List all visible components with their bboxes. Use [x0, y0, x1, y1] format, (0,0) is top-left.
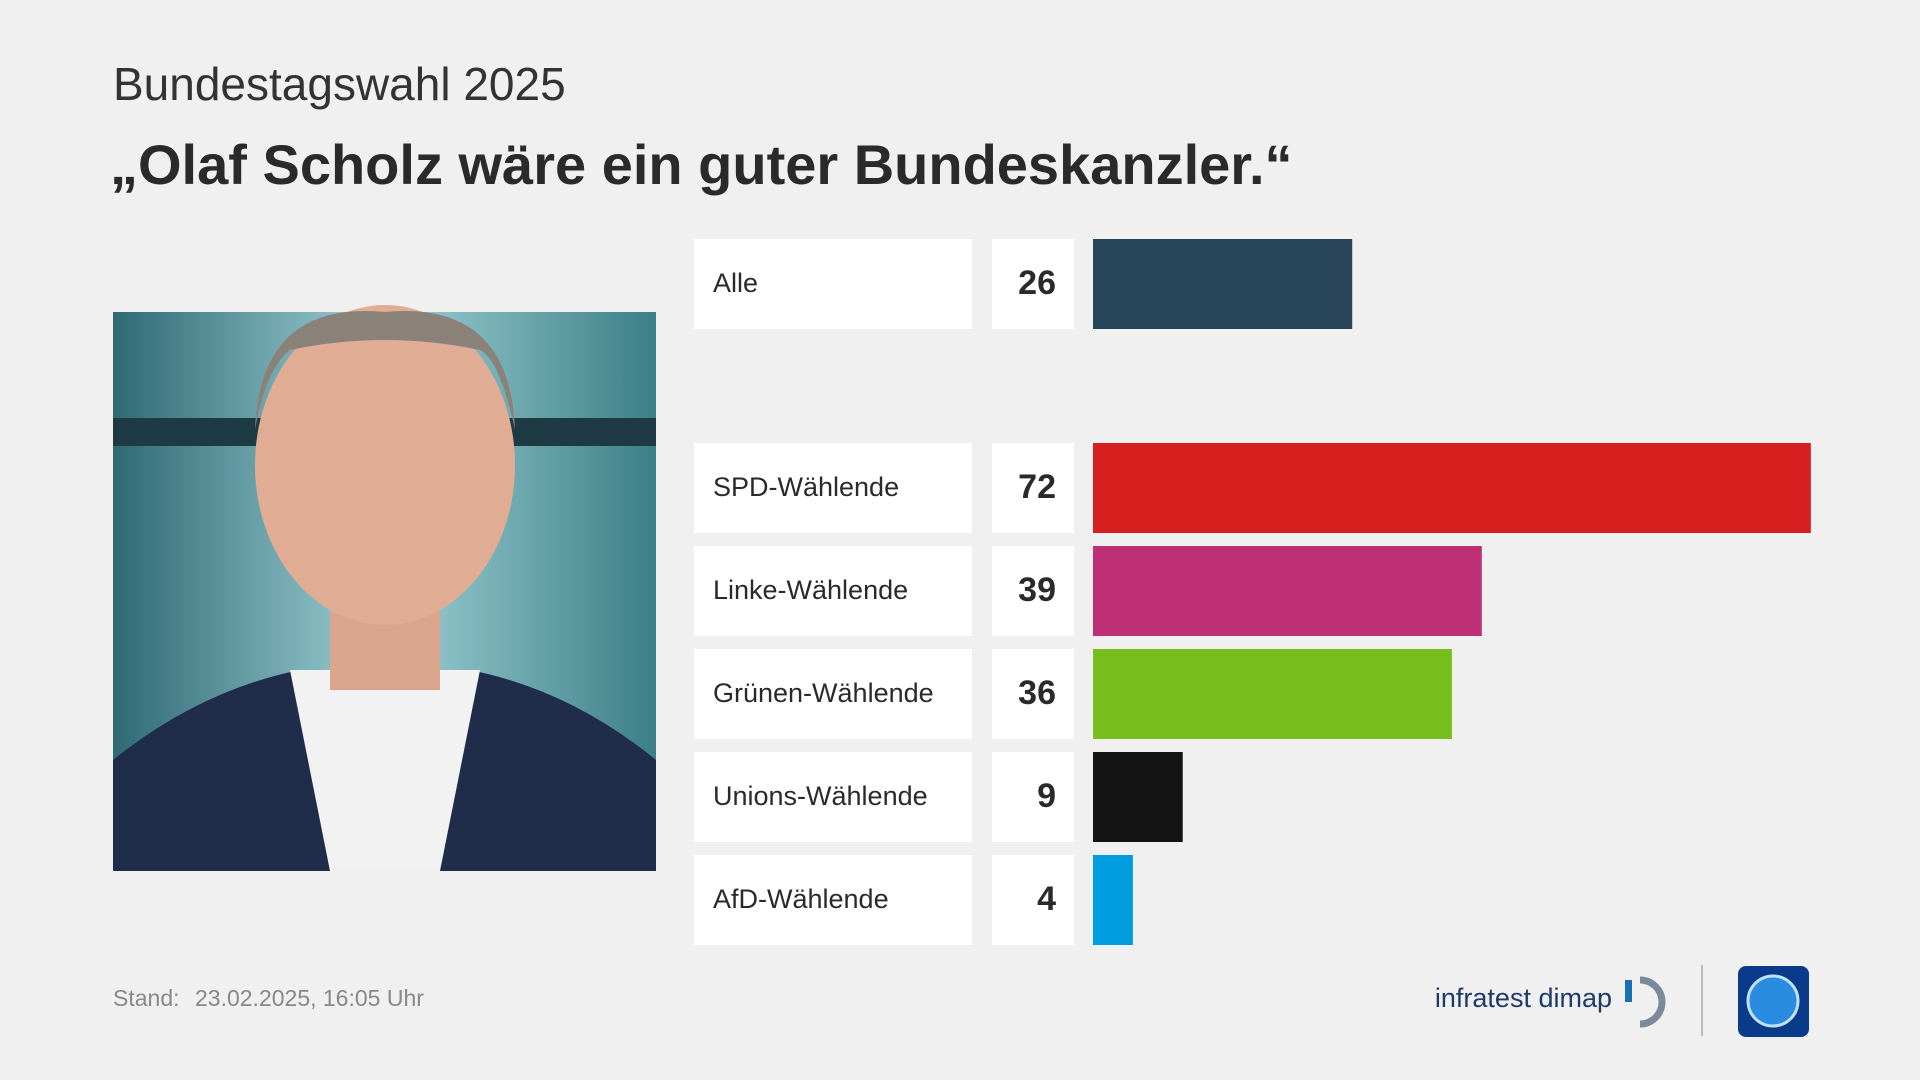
value-box: [992, 443, 1074, 533]
value-label: 26: [1018, 264, 1056, 302]
bar: [1093, 752, 1183, 842]
portrait-shirt: [290, 670, 480, 871]
source-logo-bar: [1625, 980, 1632, 1002]
bar: [1093, 855, 1133, 945]
portrait-head: [255, 305, 515, 625]
category-box: [694, 649, 972, 739]
value-label: 9: [1037, 777, 1056, 815]
source-label: infratest dimap: [1435, 983, 1612, 1013]
value-box: [992, 649, 1074, 739]
value-label: 4: [1037, 880, 1056, 918]
value-box: [992, 239, 1074, 329]
bar: [1093, 239, 1353, 329]
portrait: [113, 305, 656, 871]
broadcaster-logo-globe: [1746, 974, 1800, 1028]
stand-label: Stand:: [113, 985, 180, 1011]
category-label: Alle: [713, 268, 758, 298]
category-label: AfD-Wählende: [713, 884, 889, 914]
category-label: Unions-Wählende: [713, 781, 928, 811]
value-label: 39: [1018, 571, 1056, 609]
footer: Stand: 23.02.2025, 16:05 Uhr infratest d…: [113, 965, 1809, 1037]
bar: [1093, 546, 1482, 636]
category-label: Linke-Wählende: [713, 575, 908, 605]
category-box: [694, 443, 972, 533]
value-box: [992, 546, 1074, 636]
bar: [1093, 649, 1452, 739]
stand-date: 23.02.2025, 16:05 Uhr: [195, 985, 424, 1011]
value-box: [992, 752, 1074, 842]
category-box: [694, 855, 972, 945]
category-box: [694, 546, 972, 636]
bar: [1093, 443, 1811, 533]
category-box: [694, 752, 972, 842]
category-box: [694, 239, 972, 329]
chart-title: „Olaf Scholz wäre ein guter Bundeskanzle…: [110, 133, 1293, 196]
value-label: 72: [1018, 468, 1056, 506]
chart-subtitle: Bundestagswahl 2025: [113, 58, 566, 110]
value-label: 36: [1018, 674, 1056, 712]
source-logo: [1639, 976, 1666, 1028]
value-box: [992, 855, 1074, 945]
portrait-hair: [255, 310, 515, 430]
category-label: Grünen-Wählende: [713, 678, 934, 708]
category-label: SPD-Wählende: [713, 472, 899, 502]
